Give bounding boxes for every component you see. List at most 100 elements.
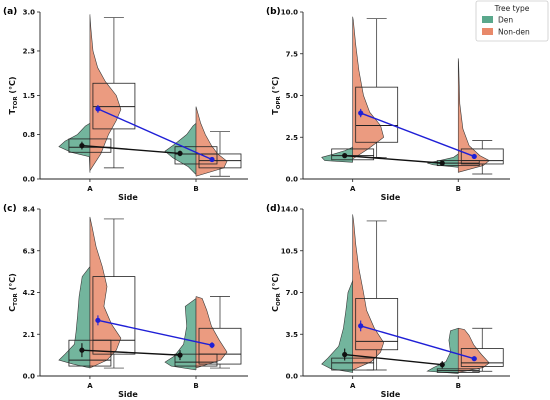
den-box-A	[68, 339, 112, 367]
chart-panel-d: (d) 0.0 3.5 7.0 10.5 14.0 A B Side COPR (°C)	[266, 204, 510, 399]
den-mean-point-A	[342, 153, 348, 159]
y-tick-label: 1.5	[23, 92, 36, 100]
non-den-violin-A	[89, 216, 122, 369]
legend-entry-den: Den	[498, 16, 513, 25]
den-mean-point-A	[79, 347, 85, 353]
x-axis-label: Side	[381, 390, 401, 399]
x-tick-label: B	[193, 382, 198, 390]
den-mean-point-A	[342, 351, 348, 358]
non-den-mean-line	[97, 108, 213, 161]
non-den-mean-point-A	[358, 110, 364, 116]
non-den-box-A	[355, 298, 399, 351]
non-den-violin-B	[195, 106, 228, 177]
den-violin-A	[58, 122, 91, 174]
y-axis-label: TOPR (°C)	[271, 76, 282, 114]
y-axis-label: CTOR (°C)	[8, 273, 19, 312]
non-den-violin-B	[195, 296, 228, 369]
x-tick-label: A	[350, 382, 356, 390]
x-tick-label: A	[87, 185, 93, 193]
panel-label: (a)	[3, 7, 17, 17]
chart-panel-a: (a) 0.0 0.8 1.5 2.3 3.0 A B Side TTOR (°C)	[3, 7, 248, 202]
non-den-box-B	[198, 327, 242, 365]
den-mean-point-B	[439, 160, 445, 166]
non-den-box-B	[460, 148, 504, 165]
den-mean-point-B	[177, 352, 183, 358]
y-tick-label: 2.3	[23, 47, 36, 55]
den-mean-line	[81, 144, 181, 155]
y-tick-label: 0.0	[23, 176, 36, 184]
non-den-mean-line	[360, 112, 475, 158]
legend: Tree type Den Non-den	[475, 0, 549, 42]
y-tick-label: 7.0	[286, 289, 299, 297]
den-box-B	[174, 353, 218, 367]
non-den-mean-point-B	[471, 153, 477, 160]
legend-frame	[475, 0, 549, 42]
non-den-mean-point-A	[95, 317, 101, 323]
y-tick-label: 5.0	[286, 92, 299, 100]
y-tick-label: 6.3	[23, 247, 36, 255]
y-tick-label: 10.5	[281, 247, 298, 255]
y-tick-label: 10.0	[281, 9, 298, 17]
non-den-mean-point-A	[95, 106, 101, 112]
non-den-box-A	[92, 276, 136, 355]
y-tick-label: 3.0	[23, 9, 36, 17]
chart-panel-c: (c) 0.0 2.1 4.2 6.3 8.4 A B Side CTOR (°C)	[3, 204, 248, 399]
x-tick-label: B	[456, 382, 461, 390]
y-tick-label: 0.0	[286, 176, 299, 184]
non-den-violin-A	[352, 16, 385, 160]
den-mean-line	[344, 353, 443, 366]
non-den-box-A	[355, 86, 399, 143]
non-den-mean-point-B	[209, 156, 215, 163]
y-tick-label: 0.0	[23, 373, 36, 381]
y-tick-label: 0.0	[286, 373, 299, 381]
y-tick-label: 3.5	[286, 331, 299, 339]
y-tick-label: 8.4	[23, 206, 36, 214]
panels: (a) 0.0 0.8 1.5 2.3 3.0 A B Side TTOR (°C) (b) 0.0 2…	[3, 7, 510, 399]
legend-swatch-den	[482, 16, 493, 23]
den-mean-point-B	[177, 150, 183, 156]
x-tick-label: A	[350, 185, 356, 193]
y-tick-label: 2.5	[286, 134, 299, 142]
den-mean-point-A	[79, 143, 85, 149]
non-den-box-B	[460, 348, 504, 367]
non-den-violin-A	[89, 14, 122, 171]
y-tick-label: 14.0	[281, 206, 298, 214]
non-den-box-A	[92, 82, 136, 130]
den-violin-A	[321, 279, 354, 374]
y-axis-label: COPR (°C)	[271, 273, 282, 312]
legend-swatch-non-den	[482, 28, 493, 35]
x-axis-label: Side	[381, 193, 401, 202]
legend-entry-non-den: Non-den	[498, 28, 530, 37]
non-den-mean-point-B	[471, 356, 477, 362]
y-tick-label: 7.5	[286, 50, 299, 58]
den-box-A	[331, 148, 375, 161]
den-violin-B	[164, 122, 197, 175]
non-den-violin-A	[352, 213, 385, 372]
y-axis-label: TTOR (°C)	[8, 76, 19, 114]
non-den-violin-B	[457, 327, 490, 373]
non-den-mean-line	[97, 319, 213, 346]
y-tick-label: 4.2	[23, 289, 36, 297]
x-axis-label: Side	[118, 390, 138, 399]
non-den-violin-B	[457, 58, 490, 173]
den-mean-line	[344, 154, 443, 164]
x-axis-label: Side	[118, 193, 138, 202]
y-tick-label: 0.8	[23, 131, 36, 139]
non-den-mean-point-B	[209, 342, 215, 348]
x-tick-label: B	[456, 185, 461, 193]
den-mean-line	[81, 349, 181, 356]
y-tick-label: 2.1	[23, 331, 36, 339]
x-tick-label: A	[87, 382, 93, 390]
panel-label: (c)	[3, 204, 17, 214]
chart-panel-b: (b) 0.0 2.5 5.0 7.5 10.0 A B Side TOPR (°C)	[266, 7, 510, 202]
den-box-A	[331, 357, 375, 371]
panel-label: (b)	[266, 7, 281, 17]
non-den-mean-line	[360, 325, 475, 360]
x-tick-label: B	[193, 185, 198, 193]
den-box-A	[68, 138, 112, 153]
den-box-B	[174, 146, 218, 165]
non-den-mean-point-A	[358, 323, 364, 329]
den-violin-A	[58, 266, 91, 369]
legend-title: Tree type	[494, 4, 530, 13]
